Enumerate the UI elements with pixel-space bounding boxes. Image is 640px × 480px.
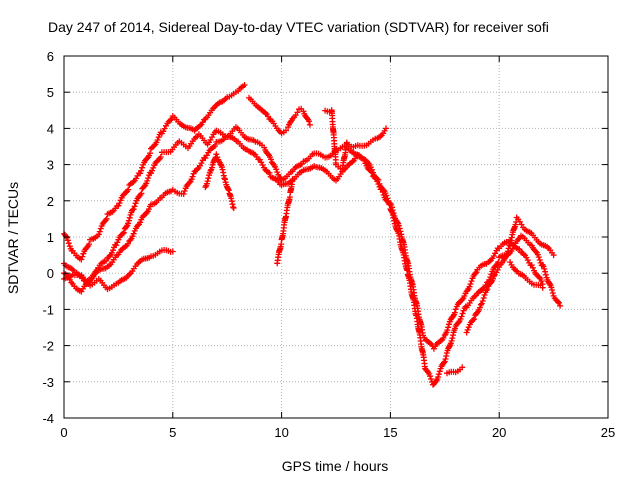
data-series — [444, 364, 466, 377]
data-point-markers — [322, 107, 389, 172]
x-tick-labels: 0 5 10 15 20 25 — [60, 425, 615, 440]
data-series — [322, 107, 389, 172]
data-series — [507, 259, 546, 291]
y-tick-labels: -4 -3 -2 -1 0 1 2 3 4 5 6 — [42, 49, 54, 426]
y-tick-label: 2 — [47, 194, 54, 209]
x-tick-label: 20 — [492, 425, 506, 440]
x-tick-label: 25 — [601, 425, 615, 440]
data-point-markers — [202, 151, 237, 211]
chart-title: Day 247 of 2014, Sidereal Day-to-day VTE… — [48, 19, 549, 35]
x-tick-label: 5 — [169, 425, 176, 440]
x-axis-label: GPS time / hours — [282, 458, 389, 474]
y-tick-label: -1 — [42, 302, 54, 317]
data-series — [274, 176, 296, 267]
y-tick-label: 6 — [47, 49, 54, 64]
data-point-markers — [246, 94, 313, 137]
y-axis-label: SDTVAR / TECUs — [5, 182, 21, 294]
data-series — [246, 94, 313, 137]
y-tick-label: 3 — [47, 158, 54, 173]
x-tick-label: 10 — [274, 425, 288, 440]
y-tick-label: 0 — [47, 266, 54, 281]
y-tick-label: 4 — [47, 121, 54, 136]
data-series — [463, 214, 557, 336]
y-tick-label: 5 — [47, 85, 54, 100]
data-point-markers — [444, 364, 466, 377]
axis-ticks — [63, 55, 609, 419]
y-tick-label: -4 — [42, 411, 54, 426]
x-tick-label: 0 — [60, 425, 67, 440]
y-tick-label: 1 — [47, 230, 54, 245]
data-point-markers — [274, 176, 296, 267]
data-points — [61, 82, 564, 388]
data-point-markers — [507, 259, 546, 291]
y-tick-label: -3 — [42, 375, 54, 390]
data-series — [202, 151, 237, 211]
y-tick-label: -2 — [42, 339, 54, 354]
data-point-markers — [463, 214, 557, 336]
x-tick-label: 15 — [383, 425, 397, 440]
